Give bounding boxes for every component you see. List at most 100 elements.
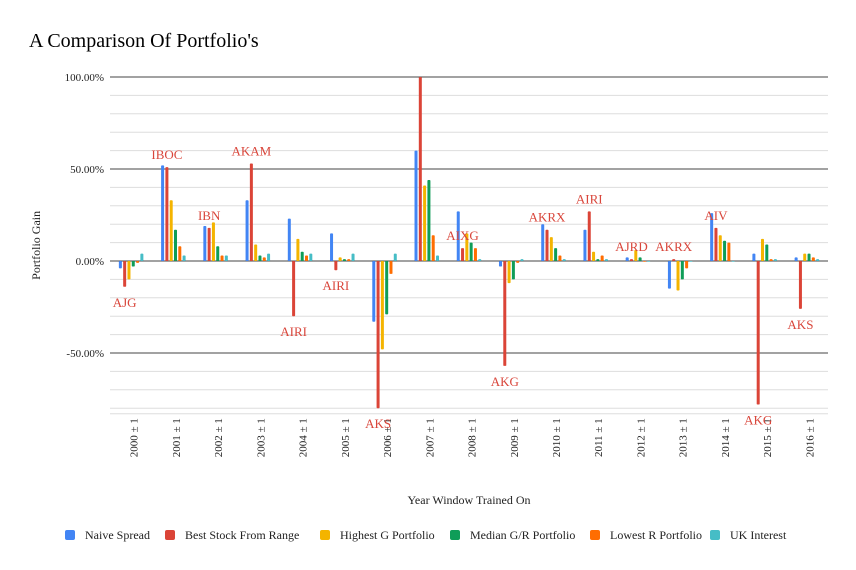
bar	[718, 235, 722, 261]
bar	[182, 255, 186, 261]
annotation-label: AJRD	[615, 239, 648, 254]
bar	[174, 229, 178, 261]
legend-swatch	[165, 530, 175, 540]
bar	[258, 255, 262, 261]
x-axis-title: Year Window Trained On	[407, 493, 530, 507]
annotation-label: AKG	[491, 374, 519, 389]
bar	[756, 261, 760, 405]
x-tick-labels: 2000 ± 1 2001 ± 1 2002 ± 1 2003 ± 1 2004 ± 1…	[129, 418, 817, 457]
y-tick-label: -50.00%	[66, 348, 104, 360]
bar	[625, 257, 629, 261]
bar	[469, 242, 473, 261]
y-tick-labels: 100.00% 50.00% 0.00% -50.00%	[65, 72, 104, 360]
bar	[351, 253, 355, 261]
bar	[592, 251, 596, 261]
x-tick-label: 2001 ± 1	[171, 418, 183, 457]
bar	[465, 233, 469, 261]
bar	[254, 244, 258, 261]
y-tick-label: 100.00%	[65, 72, 104, 84]
bar	[769, 259, 773, 261]
x-tick-label: 2014 ± 1	[720, 418, 732, 457]
x-tick-label: 2012 ± 1	[635, 418, 647, 457]
bar	[393, 253, 397, 261]
annotation-label: AIRI	[576, 191, 603, 206]
bar	[516, 261, 520, 263]
bar	[554, 248, 558, 261]
bar	[562, 259, 566, 261]
bar	[710, 213, 714, 261]
bar	[423, 185, 427, 261]
legend-swatch	[450, 530, 460, 540]
bars	[118, 77, 820, 409]
bar	[456, 211, 460, 261]
bar	[642, 261, 646, 262]
bar	[461, 248, 465, 261]
legend: Naive Spread Best Stock From Range Highest…	[65, 528, 787, 542]
legend-swatch	[590, 530, 600, 540]
bar	[634, 249, 638, 261]
annotation-label: AIRI	[280, 324, 307, 339]
legend-label: Naive Spread	[85, 528, 150, 542]
x-tick-label: 2003 ± 1	[255, 418, 267, 457]
bar	[431, 235, 435, 261]
annotation-label: AKS	[365, 416, 391, 431]
legend-label: Lowest R Portfolio	[610, 528, 702, 542]
bar	[300, 251, 304, 261]
annotation-label: AJG	[113, 295, 137, 310]
bar	[140, 253, 144, 261]
bar	[587, 211, 591, 261]
bar	[638, 257, 642, 261]
bar	[811, 257, 815, 261]
annotation-label: AIXG	[446, 228, 479, 243]
legend-swatch	[710, 530, 720, 540]
bar	[389, 261, 393, 274]
bar	[347, 259, 351, 261]
bar	[262, 257, 266, 261]
bar	[414, 150, 418, 261]
x-tick-label: 2013 ± 1	[678, 418, 690, 457]
bar	[629, 259, 633, 261]
bar	[127, 261, 131, 280]
annotation-label: AIV	[704, 208, 728, 223]
x-tick-label: 2000 ± 1	[129, 418, 141, 457]
bar	[752, 253, 756, 261]
bar	[794, 257, 798, 261]
bar	[161, 165, 165, 261]
bar	[338, 257, 342, 261]
bar	[545, 229, 549, 261]
bar	[503, 261, 507, 366]
bar	[541, 224, 545, 261]
bar	[123, 261, 127, 287]
x-tick-label: 2004 ± 1	[298, 418, 310, 457]
bar	[549, 237, 553, 261]
bar	[418, 77, 422, 261]
x-tick-label: 2011 ± 1	[593, 418, 605, 457]
bar	[178, 246, 182, 261]
bar	[689, 261, 693, 262]
bar	[309, 253, 313, 261]
bar	[511, 261, 515, 280]
bar	[287, 218, 291, 261]
bar	[798, 261, 802, 309]
legend-label: Median G/R Portfolio	[470, 528, 575, 542]
bar	[305, 255, 309, 261]
bar	[498, 261, 502, 267]
x-tick-label: 2015 ± 1	[762, 418, 774, 457]
x-tick-label: 2008 ± 1	[467, 418, 479, 457]
bar	[211, 222, 215, 261]
bar	[136, 261, 140, 263]
bar	[427, 180, 431, 261]
bar	[292, 261, 296, 317]
bar	[600, 255, 604, 261]
chart-title: A Comparison Of Portfolio's	[29, 30, 259, 52]
bar	[807, 253, 811, 261]
x-tick-label: 2016 ± 1	[804, 418, 816, 457]
legend-swatch	[320, 530, 330, 540]
bar	[672, 259, 676, 261]
bar	[473, 248, 477, 261]
bar	[731, 261, 735, 262]
y-tick-label: 50.00%	[70, 164, 104, 176]
x-tick-label: 2005 ± 1	[340, 418, 352, 457]
annotation-label: AKAM	[232, 143, 272, 158]
bar	[714, 227, 718, 261]
